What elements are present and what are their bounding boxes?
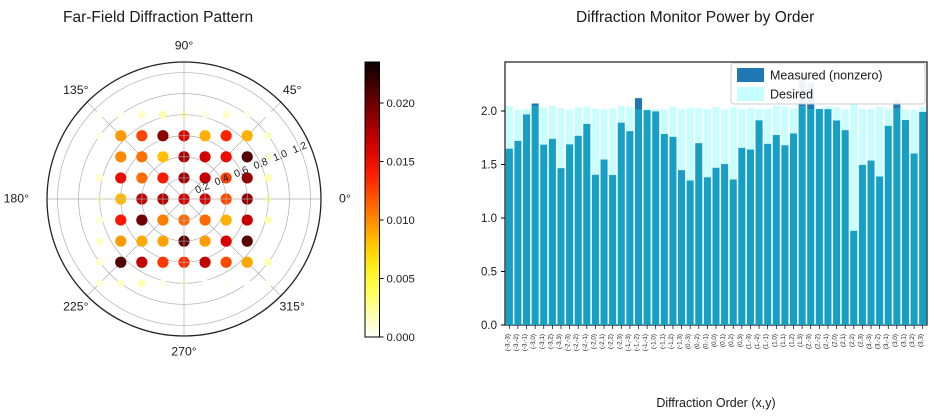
svg-text:315°: 315° — [279, 299, 305, 313]
svg-text:Diffraction Monitor Power by O: Diffraction Monitor Power by Order — [576, 9, 814, 26]
svg-text:(-2,0): (-2,0) — [590, 334, 597, 349]
svg-text:0.015: 0.015 — [387, 157, 415, 169]
svg-text:(-1,2): (-1,2) — [668, 334, 675, 349]
svg-text:(1,-3): (1,-3) — [745, 334, 752, 349]
svg-text:Diffraction Order (x,y): Diffraction Order (x,y) — [656, 396, 775, 410]
svg-text:(-2,2): (-2,2) — [608, 334, 615, 349]
svg-text:(-3,0): (-3,0) — [530, 334, 537, 349]
svg-text:(-3,1): (-3,1) — [539, 334, 546, 349]
svg-text:(3,0): (3,0) — [892, 334, 899, 347]
svg-text:(1,3): (1,3) — [797, 334, 804, 347]
svg-text:(-2,3): (-2,3) — [616, 334, 623, 349]
svg-text:270°: 270° — [171, 344, 197, 358]
svg-text:(1,0): (1,0) — [771, 334, 778, 347]
svg-text:(0,-2): (0,-2) — [694, 334, 701, 349]
svg-text:(1,-2): (1,-2) — [754, 334, 761, 349]
svg-text:(-3,-3): (-3,-3) — [504, 334, 511, 351]
svg-text:135°: 135° — [63, 83, 89, 97]
svg-text:225°: 225° — [63, 299, 89, 313]
svg-text:Desired: Desired — [770, 88, 813, 102]
svg-text:(-2,-3): (-2,-3) — [565, 334, 572, 351]
svg-text:(-3,-2): (-3,-2) — [513, 334, 520, 351]
svg-text:1.0: 1.0 — [481, 213, 497, 225]
svg-text:90°: 90° — [175, 38, 194, 52]
svg-text:(-3,3): (-3,3) — [556, 334, 563, 349]
svg-text:(2,1): (2,1) — [840, 334, 847, 347]
svg-text:(0,1): (0,1) — [720, 334, 727, 347]
svg-text:(0,-1): (0,-1) — [702, 334, 709, 349]
svg-text:(1,1): (1,1) — [780, 334, 787, 347]
svg-text:1.5: 1.5 — [481, 160, 497, 172]
svg-text:(2,-2): (2,-2) — [814, 334, 821, 349]
svg-text:Measured (nonzero): Measured (nonzero) — [770, 69, 883, 83]
svg-text:(-3,2): (-3,2) — [547, 334, 554, 349]
svg-text:0.000: 0.000 — [387, 332, 415, 344]
svg-text:0.5: 0.5 — [481, 267, 497, 279]
svg-text:(1,2): (1,2) — [789, 334, 796, 347]
svg-text:45°: 45° — [283, 83, 302, 97]
svg-text:(-1,3): (-1,3) — [677, 334, 684, 349]
svg-text:(3,1): (3,1) — [900, 334, 907, 347]
svg-text:Far-Field Diffraction Pattern: Far-Field Diffraction Pattern — [63, 9, 253, 26]
svg-text:(-3,-1): (-3,-1) — [522, 334, 529, 351]
svg-text:(2,-3): (2,-3) — [806, 334, 813, 349]
svg-text:(-2,-2): (-2,-2) — [573, 334, 580, 351]
svg-text:(0,3): (0,3) — [737, 334, 744, 347]
svg-text:(2,2): (2,2) — [849, 334, 856, 347]
svg-text:(3,-1): (3,-1) — [883, 334, 890, 349]
svg-text:2.0: 2.0 — [481, 106, 497, 118]
svg-text:0.0: 0.0 — [481, 320, 497, 332]
svg-text:(-1,-3): (-1,-3) — [625, 334, 632, 351]
svg-text:0.005: 0.005 — [387, 274, 415, 286]
svg-text:(3,2): (3,2) — [909, 334, 916, 347]
svg-text:(-1,-2): (-1,-2) — [633, 334, 640, 351]
svg-text:0.010: 0.010 — [387, 215, 415, 227]
svg-text:0.020: 0.020 — [387, 98, 415, 110]
svg-text:(2,3): (2,3) — [857, 334, 864, 347]
svg-text:(0,2): (0,2) — [728, 334, 735, 347]
svg-text:(1,-1): (1,-1) — [763, 334, 770, 349]
svg-text:(-1,0): (-1,0) — [651, 334, 658, 349]
svg-text:(-2,-1): (-2,-1) — [582, 334, 589, 351]
svg-text:(3,-3): (3,-3) — [866, 334, 873, 349]
svg-text:(-1,1): (-1,1) — [659, 334, 666, 349]
svg-text:(2,-1): (2,-1) — [823, 334, 830, 349]
svg-text:(0,-3): (0,-3) — [685, 334, 692, 349]
svg-text:(3,3): (3,3) — [918, 334, 925, 347]
svg-text:(2,0): (2,0) — [832, 334, 839, 347]
svg-text:(0,0): (0,0) — [711, 334, 718, 347]
svg-text:0°: 0° — [339, 191, 351, 205]
svg-text:(-1,-1): (-1,-1) — [642, 334, 649, 351]
svg-text:(-2,1): (-2,1) — [599, 334, 606, 349]
svg-text:180°: 180° — [4, 191, 30, 205]
svg-text:(3,-2): (3,-2) — [875, 334, 882, 349]
